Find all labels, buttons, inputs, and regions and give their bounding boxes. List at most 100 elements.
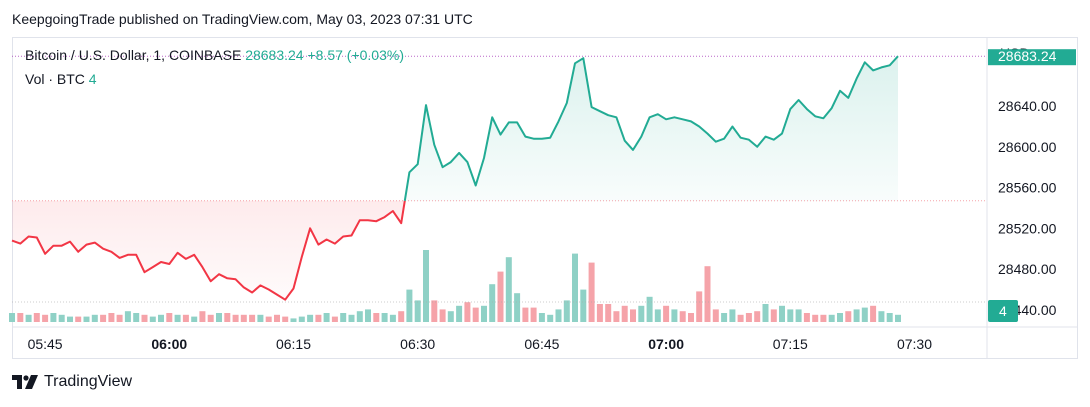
- volume-bar: [671, 309, 678, 322]
- tradingview-logo-icon: [12, 375, 38, 389]
- volume-bar: [895, 314, 901, 322]
- volume-bar: [158, 314, 164, 322]
- volume-bar: [207, 314, 214, 322]
- volume-bar: [340, 313, 347, 322]
- volume-bar: [166, 313, 173, 322]
- price-change: +8.57 (+0.03%): [307, 47, 404, 63]
- baseline-fill: [12, 55, 987, 303]
- volume-bar: [348, 314, 355, 322]
- volume-bar: [795, 309, 802, 322]
- x-tick-label: 07:00: [648, 336, 684, 352]
- volume-bar: [108, 313, 115, 322]
- volume-bar: [216, 313, 222, 322]
- volume-bar: [845, 311, 852, 322]
- volume-bar: [232, 314, 239, 322]
- brand[interactable]: TradingView: [12, 373, 132, 391]
- volume-bar: [282, 316, 289, 322]
- volume-bar: [572, 253, 578, 322]
- volume-bar: [886, 313, 893, 322]
- volume-bar: [100, 314, 107, 322]
- volume-bar: [745, 313, 752, 322]
- x-tick-label: 05:45: [28, 336, 63, 352]
- chart-frame[interactable]: [12, 37, 1078, 359]
- volume-bar: [406, 289, 413, 322]
- volume-bar: [596, 304, 603, 322]
- volume-bar: [141, 314, 148, 322]
- volume-legend[interactable]: Vol · BTC 4: [25, 71, 97, 87]
- volume-bar: [820, 314, 827, 322]
- volume-bar: [522, 307, 529, 322]
- last-volume-tag-label: 4: [999, 303, 1007, 319]
- volume-bar: [199, 311, 206, 322]
- last-price-tag: [988, 49, 1076, 66]
- volume-label: Vol · BTC: [25, 71, 85, 87]
- volume-bar: [547, 314, 554, 322]
- volume-bar: [737, 314, 744, 322]
- volume-bar: [762, 304, 769, 322]
- volume-bar: [373, 313, 380, 322]
- volume-bar: [249, 314, 256, 322]
- volume-bar: [439, 309, 446, 322]
- price-line-down: [11, 200, 406, 301]
- volume-bar: [124, 311, 131, 322]
- volume-bar: [828, 314, 835, 322]
- x-tick-label: 07:15: [773, 336, 808, 352]
- volume-bar: [812, 314, 819, 322]
- price-line: [11, 55, 899, 301]
- volume-bar: [298, 316, 305, 322]
- volume-bar: [290, 318, 297, 322]
- volume-bar: [754, 311, 761, 322]
- volume-bar: [265, 316, 272, 322]
- last-price: 28683.24: [245, 47, 304, 63]
- volume-bars: [9, 250, 901, 322]
- volume-bar: [870, 305, 877, 322]
- axes: 28440.0028480.0028520.0028560.0028600.00…: [12, 37, 1077, 358]
- volume-bar: [654, 309, 661, 322]
- volume-bar: [75, 316, 82, 322]
- volume-bar: [630, 309, 636, 322]
- y-tick-label: 28480.00: [998, 261, 1057, 277]
- volume-bar: [505, 257, 512, 322]
- x-tick-label: 07:30: [897, 336, 932, 352]
- volume-bar: [663, 305, 670, 322]
- volume-bar: [356, 311, 363, 322]
- volume-bar: [853, 309, 860, 322]
- volume-bar: [696, 291, 703, 322]
- symbol-name: Bitcoin / U.S. Dollar, 1, COINBASE: [25, 47, 242, 63]
- volume-bar: [133, 313, 140, 322]
- volume-bar: [489, 284, 496, 322]
- volume-bar: [42, 314, 49, 322]
- volume-bar: [563, 300, 570, 322]
- volume-bar: [67, 316, 73, 322]
- volume-bar: [83, 316, 90, 322]
- volume-bar: [315, 314, 322, 322]
- x-tick-label: 06:30: [400, 336, 435, 352]
- volume-bar: [613, 311, 620, 322]
- symbol-legend[interactable]: Bitcoin / U.S. Dollar, 1, COINBASE 28683…: [25, 47, 404, 63]
- volume-bar: [431, 300, 438, 322]
- volume-bar: [456, 305, 463, 322]
- y-tick-label: 28600.00: [998, 139, 1057, 155]
- volume-bar: [481, 305, 487, 322]
- y-tick-label: 28560.00: [998, 180, 1057, 196]
- volume-bar: [365, 309, 371, 322]
- volume-bar: [638, 305, 645, 322]
- volume-value: 4: [88, 71, 97, 87]
- volume-bar: [588, 262, 595, 322]
- volume-bar: [149, 316, 156, 322]
- volume-bar: [174, 314, 181, 322]
- volume-bar: [331, 316, 338, 322]
- volume-bar: [679, 311, 686, 322]
- volume-bar: [389, 314, 396, 322]
- volume-bar: [514, 293, 521, 322]
- volume-bar: [721, 313, 728, 322]
- volume-bar: [423, 250, 429, 322]
- volume-bar: [464, 302, 471, 322]
- volume-bar: [803, 313, 810, 322]
- last-volume-tag: [988, 300, 1018, 322]
- volume-bar: [257, 314, 264, 322]
- volume-bar: [91, 314, 98, 322]
- volume-bar: [555, 309, 562, 322]
- volume-bar: [580, 289, 587, 322]
